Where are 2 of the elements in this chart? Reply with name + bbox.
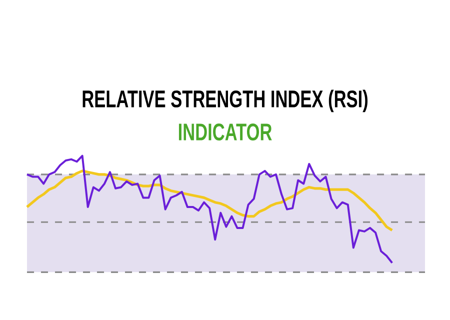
chart-title: RELATIVE STRENGTH INDEX (RSI) [82, 90, 368, 112]
chart-subtitle: INDICATOR [178, 124, 272, 140]
